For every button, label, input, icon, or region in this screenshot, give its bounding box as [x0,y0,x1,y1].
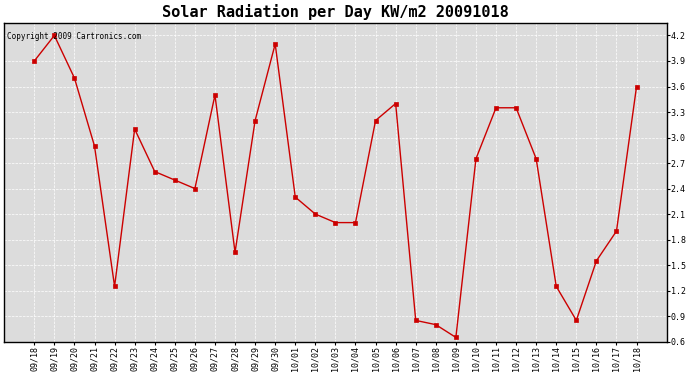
Title: Solar Radiation per Day KW/m2 20091018: Solar Radiation per Day KW/m2 20091018 [162,4,509,20]
Text: Copyright 2009 Cartronics.com: Copyright 2009 Cartronics.com [8,32,141,41]
